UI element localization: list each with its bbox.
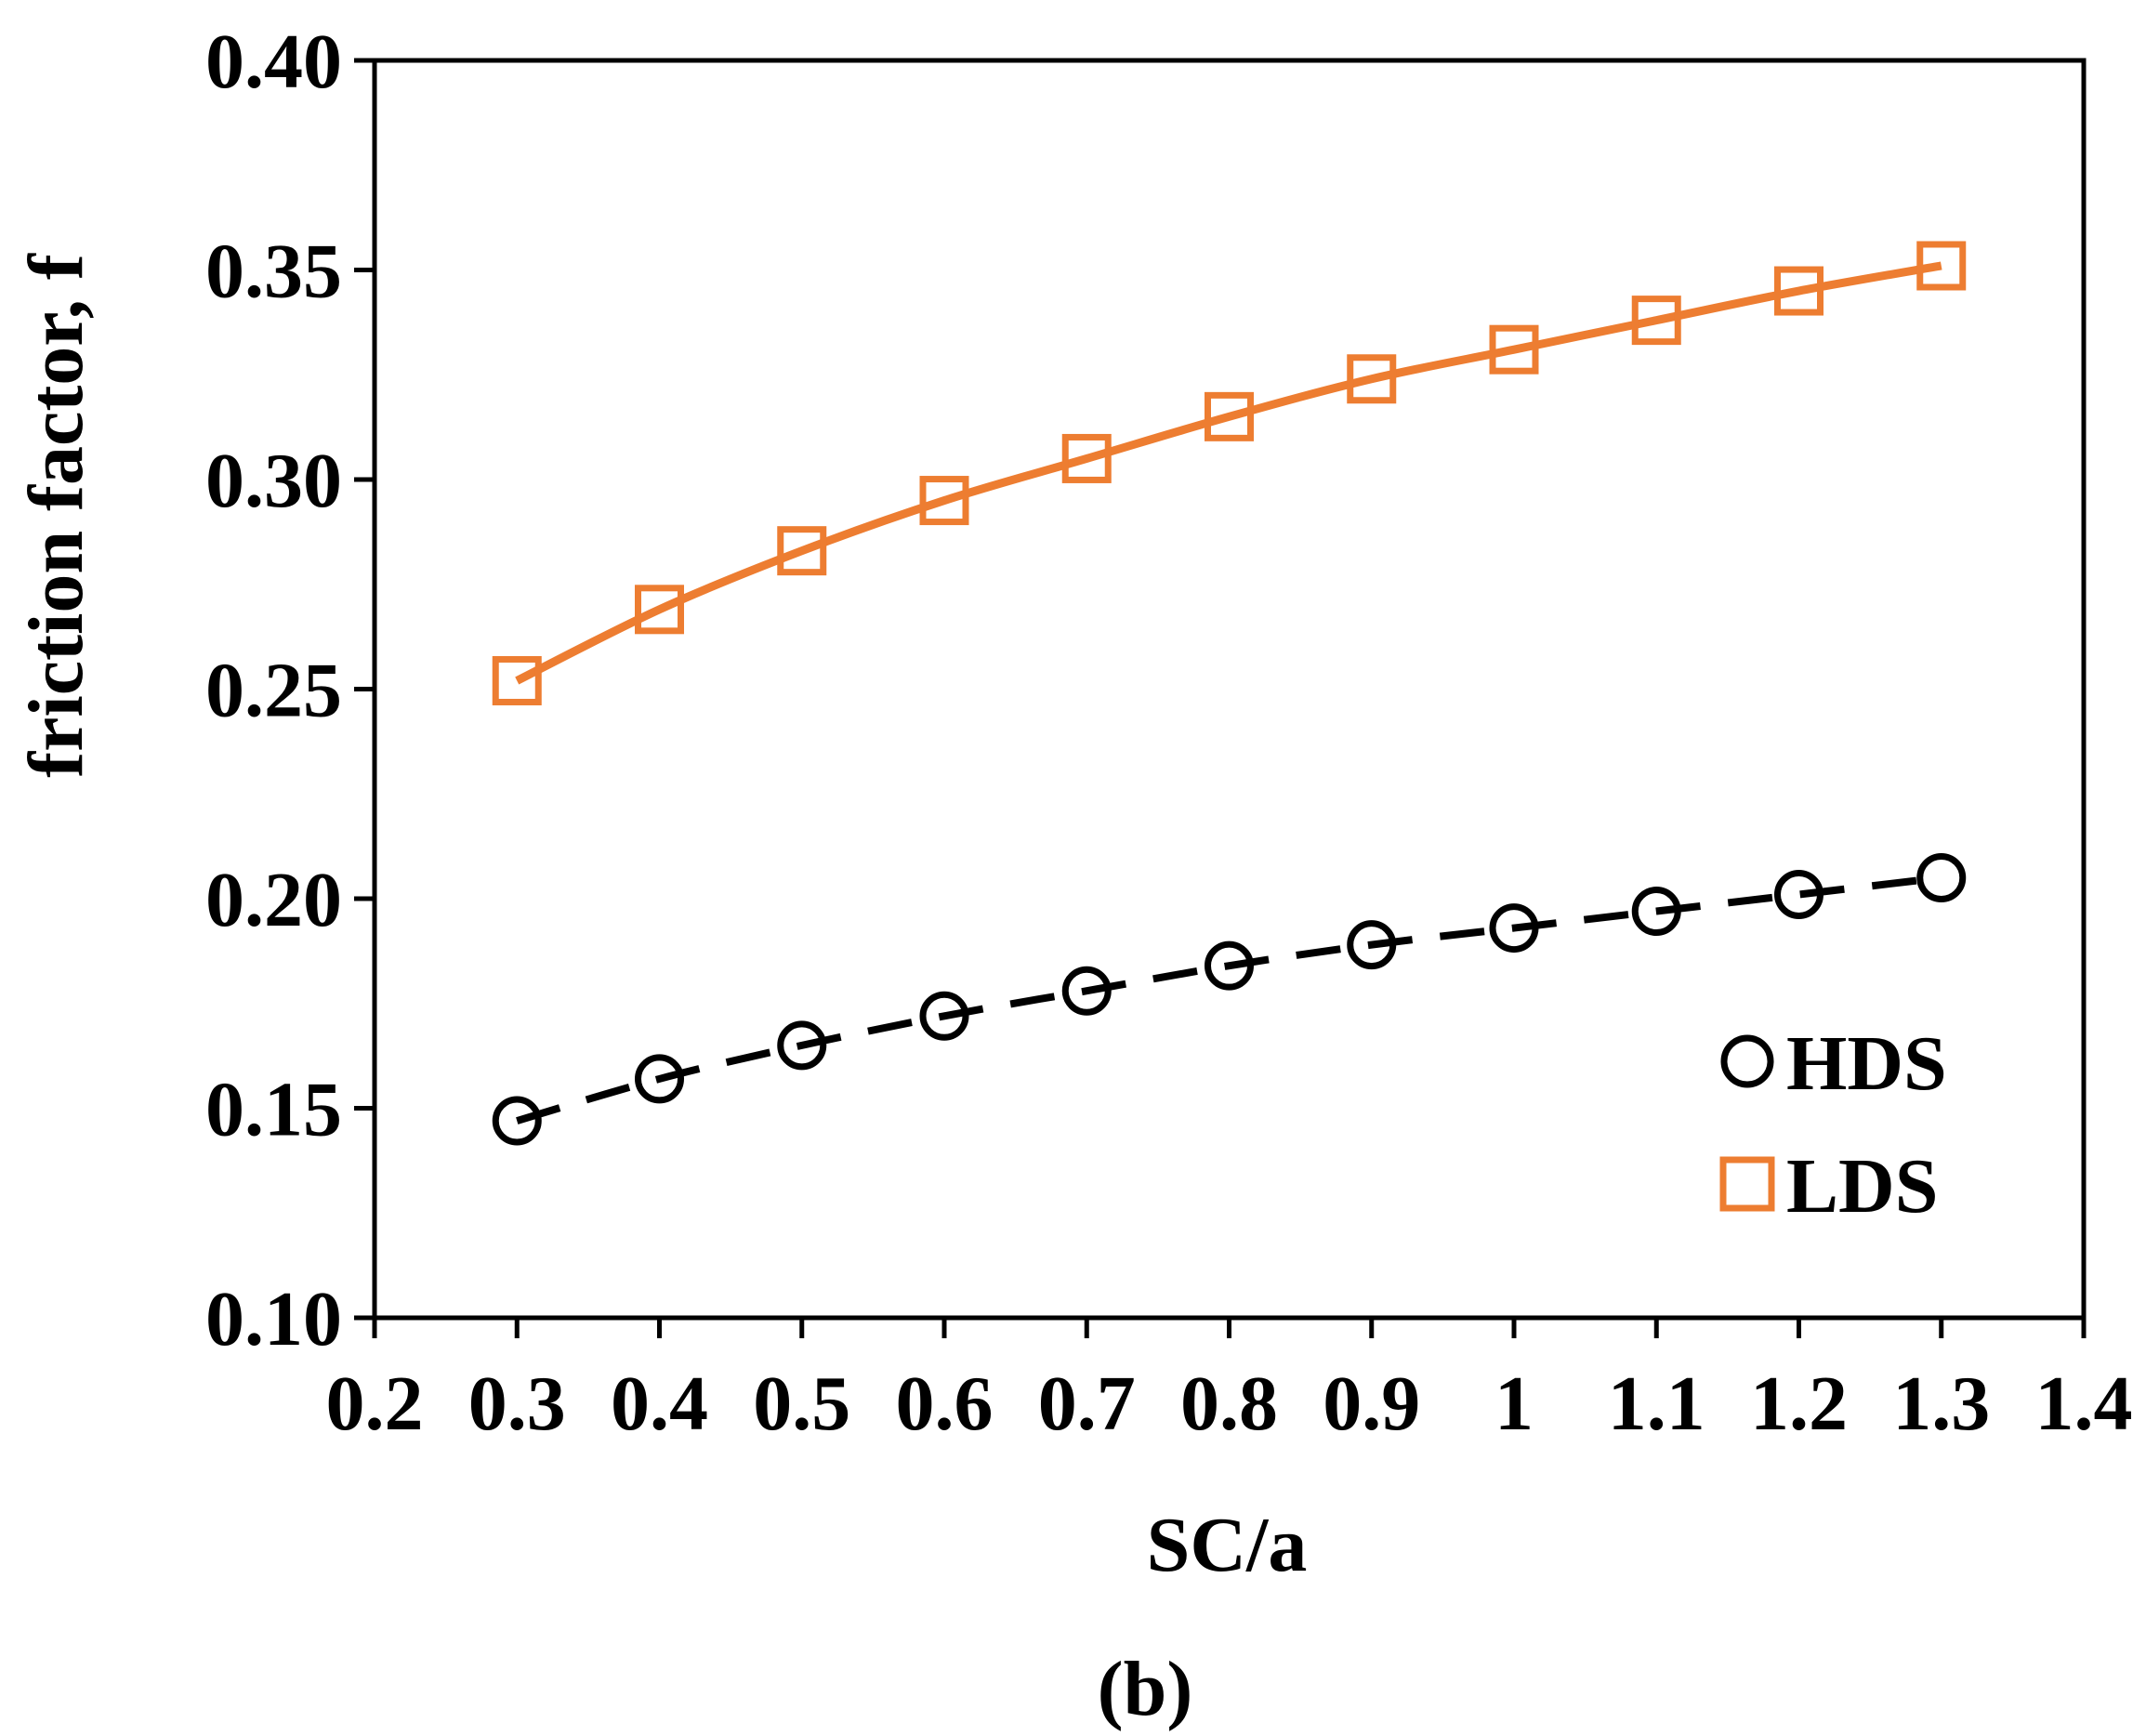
legend-marker-lds (1719, 1156, 1775, 1212)
series-hds (492, 852, 1967, 1146)
x-tick-label: 1.1 (1608, 1361, 1705, 1447)
data-point-hds (1631, 887, 1681, 937)
x-tick-label: 1.3 (1892, 1361, 1990, 1447)
x-tick-label: 0.7 (1038, 1361, 1136, 1447)
legend: HDS LDS (1719, 1020, 1947, 1230)
y-tick-label: 0.40 (205, 19, 342, 105)
data-point-hds (492, 1096, 542, 1146)
x-tick-label: 0.8 (1180, 1361, 1278, 1447)
series-line-lds (515, 261, 1942, 685)
data-point-hds (919, 991, 969, 1041)
y-axis: 0.10 0.15 0.20 0.25 0.30 0.35 0.40 (205, 19, 375, 1362)
x-tick-label: 1 (1494, 1361, 1534, 1447)
x-tick-label: 0.5 (753, 1361, 850, 1447)
data-point-lds (919, 476, 969, 526)
series-lds (492, 241, 1967, 705)
data-point-lds (1774, 266, 1823, 316)
x-tick-label: 0.9 (1323, 1361, 1420, 1447)
y-axis-title: friction factor, f (13, 253, 99, 778)
legend-item-hds: HDS (1720, 1020, 1947, 1107)
y-tick-label: 0.15 (205, 1067, 342, 1153)
data-point-lds (777, 526, 827, 576)
plot-area (372, 58, 2087, 1321)
data-point-hds (1061, 966, 1112, 1016)
data-point-lds (1347, 354, 1397, 404)
y-tick-label: 0.20 (205, 857, 342, 943)
data-point-lds (1916, 241, 1967, 291)
data-point-hds (777, 1020, 827, 1071)
legend-item-lds: LDS (1719, 1143, 1938, 1230)
data-point-hds (635, 1054, 684, 1104)
y-tick-label: 0.10 (205, 1276, 342, 1362)
x-tick-label: 0.3 (468, 1361, 566, 1447)
data-point-hds (1774, 869, 1823, 919)
data-point-hds (1489, 903, 1539, 953)
figure-caption: (b) (1098, 1646, 1193, 1732)
data-point-lds (1489, 324, 1539, 375)
data-point-lds (492, 655, 542, 705)
data-point-lds (635, 585, 684, 635)
data-point-lds (1061, 433, 1112, 483)
legend-label-lds: LDS (1786, 1143, 1938, 1230)
data-point-lds (1631, 296, 1681, 346)
series-layer (492, 241, 1967, 1146)
data-point-hds (1205, 940, 1254, 991)
plot-border (372, 58, 2087, 1321)
x-axis-title: SC/a (1147, 1502, 1308, 1588)
x-tick-label: 0.4 (611, 1361, 708, 1447)
x-tick-label: 1.2 (1750, 1361, 1848, 1447)
y-tick-label: 0.30 (205, 438, 342, 524)
legend-label-hds: HDS (1786, 1020, 1947, 1107)
y-tick-label: 0.25 (205, 648, 342, 734)
x-tick-label: 0.6 (896, 1361, 994, 1447)
data-point-lds (1205, 391, 1254, 441)
y-tick-label: 0.35 (205, 229, 342, 315)
series-line-hds (516, 874, 1942, 1124)
x-axis: 0.2 0.3 0.4 0.5 0.6 0.7 0.8 0.9 1 1.1 1.2 1.3 1.4 (326, 1318, 2133, 1447)
x-tick-label: 0.2 (326, 1361, 424, 1447)
x-tick-label: 1.4 (2035, 1361, 2133, 1447)
data-point-hds (1916, 852, 1967, 902)
data-point-hds (1347, 920, 1397, 970)
legend-marker-hds (1720, 1034, 1774, 1088)
